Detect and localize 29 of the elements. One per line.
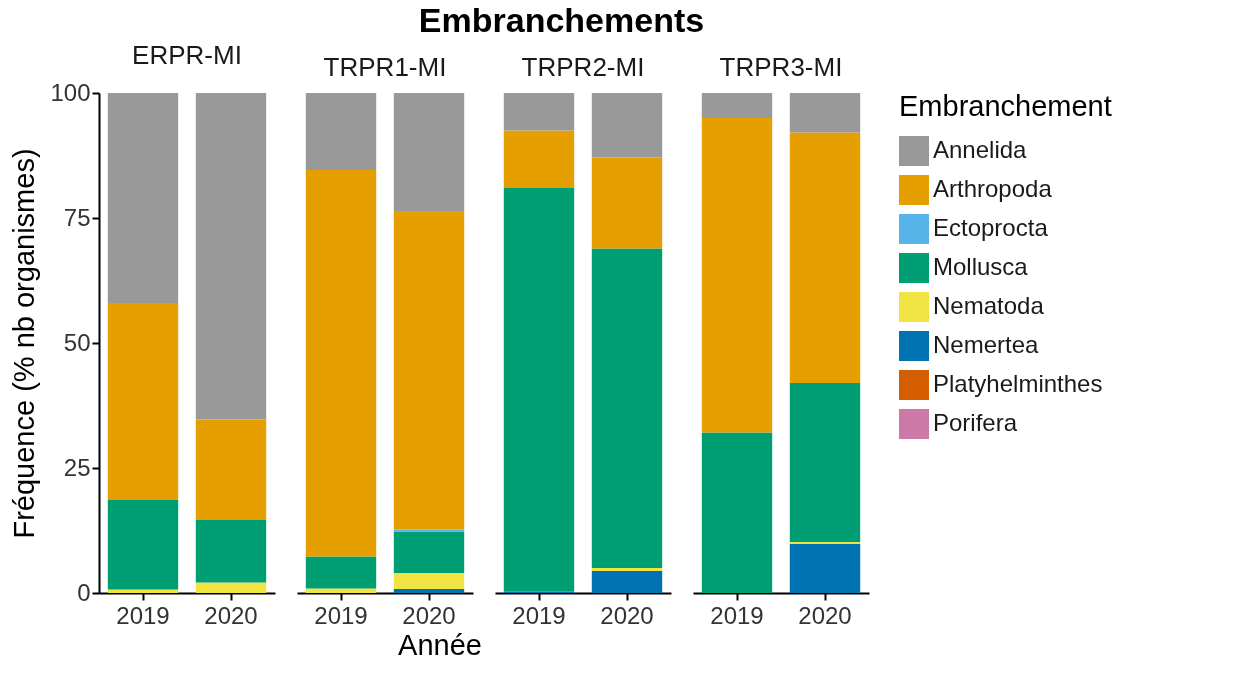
y-axis-title: Fréquence (% nb organismes) [8,148,41,539]
x-tick-label: 2019 [314,601,368,629]
chart-subtitle: ERPR-MI [132,40,242,70]
x-tick-label: 2020 [402,601,456,629]
y-tick-label: 100 [50,78,91,106]
text: Embranchements [418,1,705,39]
chart-subtitle: TRPR1-MI [323,52,447,82]
x-tick-label: 2019 [710,601,764,629]
y-tick-label: 25 [63,453,91,481]
legend-title: Embranchement [899,90,1112,122]
y-tick-label: 50 [63,328,91,356]
y-tick-label: 75 [63,203,91,231]
y-tick-label: 0 [77,578,91,606]
x-axis-title: Année [398,629,482,661]
legend-label: Nemertea [933,331,1040,358]
legend-label: Platyhelminthes [933,370,1103,397]
chart-subtitle: TRPR3-MI [719,52,843,82]
x-tick-label: 2019 [512,601,566,629]
x-tick-label: 2020 [204,601,258,629]
legend-label: Ectoprocta [933,214,1049,241]
x-tick-label: 2019 [116,601,170,629]
legend-label: Nematoda [933,292,1045,319]
legend-label: Porifera [933,409,1018,436]
x-tick-label: 2020 [798,601,852,629]
legend-label: Mollusca [933,253,1029,280]
x-tick-label: 2020 [600,601,654,629]
legend-label: Annelida [933,136,1028,163]
legend-label: Arthropoda [933,175,1053,202]
chart-subtitle: TRPR2-MI [521,52,645,82]
